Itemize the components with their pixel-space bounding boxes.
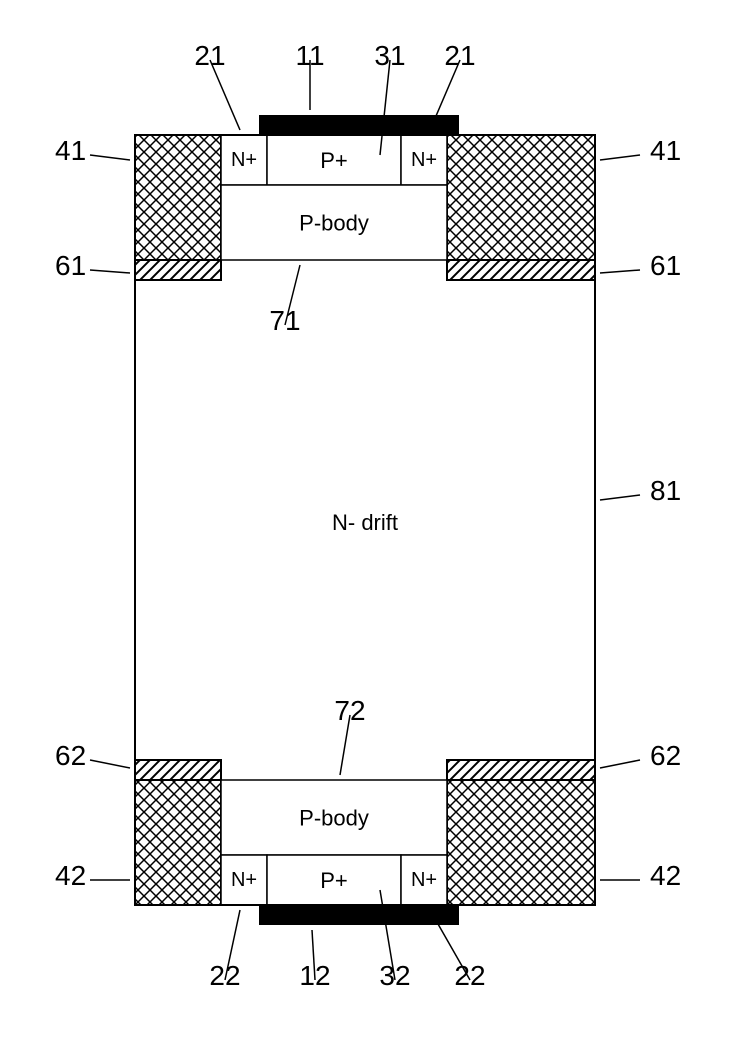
crosshatch-region-0 (135, 135, 221, 260)
cross-section-diagram: N+ P+ N+ P-body N- drift P-body N+ P+ N+ 21 11 31 21… (0, 20, 732, 1020)
callout-42-14: 42 (650, 860, 681, 891)
bottom-electrode (259, 905, 459, 925)
diag-region-1 (447, 260, 595, 280)
diag-region-0 (135, 260, 221, 280)
crosshatch-region-1 (447, 135, 595, 260)
top-electrode (259, 115, 459, 135)
callout-71-8: 71 (269, 305, 300, 336)
callout-81-9: 81 (650, 475, 681, 506)
callout-62-11: 62 (55, 740, 86, 771)
region-label-top-pplus: P+ (320, 148, 348, 173)
callout-22-18: 22 (454, 960, 485, 991)
callout-11-1: 11 (295, 40, 324, 71)
callout-41-5: 41 (650, 135, 681, 166)
callout-42-13: 42 (55, 860, 86, 891)
callout-61-7: 61 (650, 250, 681, 281)
callout-12-16: 12 (299, 960, 330, 991)
region-label-drift: N- drift (332, 510, 398, 535)
diag-region-3 (447, 760, 595, 780)
callout-72-10: 72 (334, 695, 365, 726)
callout-31-2: 31 (374, 40, 405, 71)
callout-22-15: 22 (209, 960, 240, 991)
callout-21-0: 21 (194, 40, 225, 71)
diagram-container: N+ P+ N+ P-body N- drift P-body N+ P+ N+ 21 11 31 21… (0, 20, 732, 1020)
callout-62-12: 62 (650, 740, 681, 771)
region-label-bot-pbody: P-body (299, 806, 369, 831)
diag-region-2 (135, 760, 221, 780)
callout-32-17: 32 (379, 960, 410, 991)
region-label-bot-pplus: P+ (320, 868, 348, 893)
region-label-bot-nplus-right: N+ (411, 869, 437, 891)
region-label-top-pbody: P-body (299, 211, 369, 236)
crosshatch-region-3 (447, 780, 595, 905)
callout-21-3: 21 (444, 40, 475, 71)
callout-41-4: 41 (55, 135, 86, 166)
region-label-top-nplus-right: N+ (411, 149, 437, 171)
region-label-top-nplus-left: N+ (231, 149, 257, 171)
crosshatch-region-2 (135, 780, 221, 905)
region-label-bot-nplus-left: N+ (231, 869, 257, 891)
callout-61-6: 61 (55, 250, 86, 281)
